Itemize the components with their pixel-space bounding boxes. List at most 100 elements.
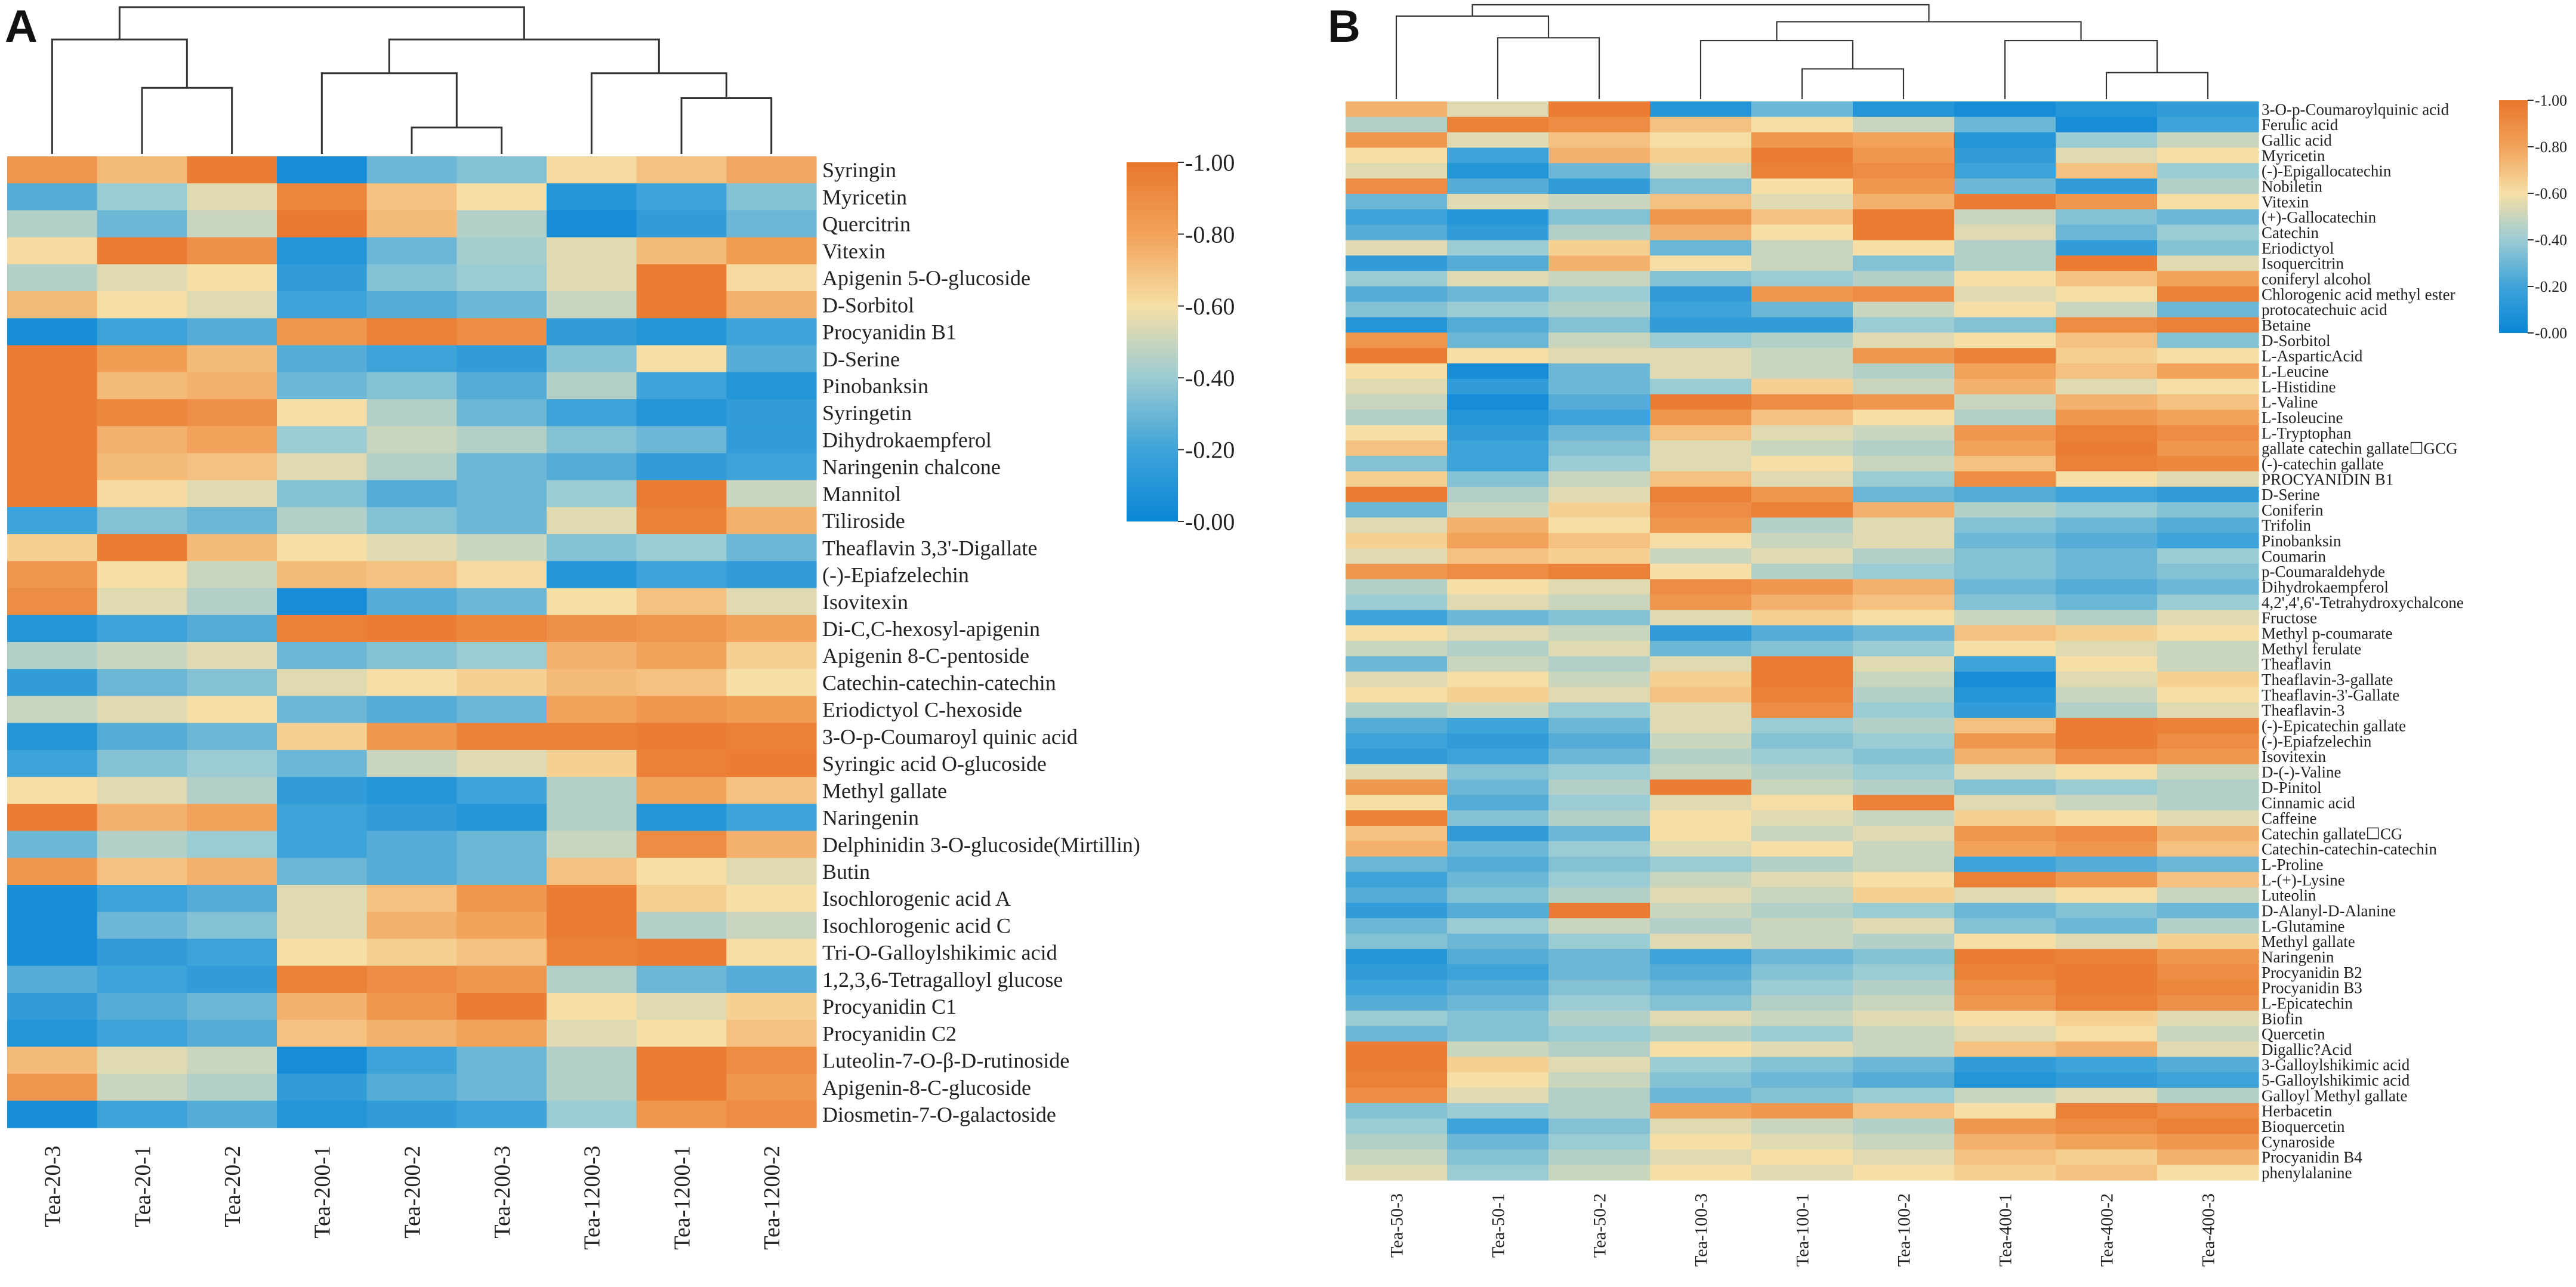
heatmap-b-col-label: Tea-50-1	[1489, 1193, 1508, 1258]
heatmap-a-cell	[277, 480, 368, 508]
heatmap-b-cell	[1548, 641, 1651, 657]
heatmap-b-cell	[1650, 1041, 1752, 1057]
heatmap-b-cell	[2056, 671, 2158, 688]
heatmap-a-cell	[187, 1100, 277, 1128]
heatmap-b-cell	[1548, 1072, 1651, 1088]
dendrogram-b-branch	[1699, 39, 1854, 99]
heatmap-b-cell	[1447, 224, 1549, 241]
heatmap-a-row-label: Diosmetin-7-O-galactoside	[822, 1103, 1056, 1126]
heatmap-b-cell	[1954, 116, 2056, 133]
heatmap-a-cell	[636, 912, 727, 940]
heatmap-b-cell	[1548, 748, 1651, 765]
heatmap-b-cell	[1447, 1072, 1549, 1088]
heatmap-a-cell	[366, 345, 457, 373]
heatmap-a-cell	[636, 642, 727, 669]
heatmap-b-cell	[1548, 378, 1651, 395]
heatmap-a-cell	[97, 210, 187, 238]
heatmap-b-row-label: Cynaroside	[2262, 1133, 2335, 1151]
heatmap-b-cell	[1751, 733, 1853, 749]
heatmap-b-cell	[1751, 486, 1853, 503]
heatmap-b-cell	[1751, 810, 1853, 826]
heatmap-b-cell	[1346, 779, 1448, 795]
heatmap-b-cell	[1346, 594, 1448, 610]
heatmap-b-cell	[1751, 240, 1853, 256]
heatmap-a-row-label: Syringetin	[822, 401, 912, 425]
heatmap-a-cell	[7, 1020, 98, 1047]
heatmap-b-cell	[1954, 486, 2056, 503]
heatmap-b-cell	[1650, 301, 1752, 318]
heatmap-b-cell	[1447, 1041, 1549, 1057]
heatmap-b-cell	[1447, 1118, 1549, 1135]
heatmap-b-cell	[2157, 1010, 2259, 1027]
heatmap-a-row-label: Tri-O-Galloylshikimic acid	[822, 941, 1057, 965]
heatmap-b-cell	[2056, 733, 2158, 749]
heatmap-b-cell	[1853, 301, 1955, 318]
heatmap-b-cell	[2056, 563, 2158, 580]
heatmap-b-cell	[2056, 1134, 2158, 1150]
heatmap-b-cell	[1954, 1165, 2056, 1181]
heatmap-b-cell	[2157, 980, 2259, 996]
heatmap-a-cell	[636, 885, 727, 912]
heatmap-b-cell	[1548, 656, 1651, 672]
heatmap-b-cell	[1954, 1057, 2056, 1073]
heatmap-a-cell	[547, 372, 637, 400]
heatmap-a-cell	[97, 453, 187, 481]
heatmap-b-cell	[1650, 980, 1752, 996]
heatmap-a-row-label: Myricetin	[822, 185, 907, 209]
heatmap-b-cell	[1751, 286, 1853, 303]
heatmap-b-col-label: Tea-100-3	[1692, 1193, 1711, 1267]
heatmap-b-cell	[1447, 178, 1549, 195]
heatmap-b-cell	[1346, 147, 1448, 163]
heatmap-a-cell	[456, 1047, 547, 1075]
heatmap-a-cell	[547, 399, 637, 427]
heatmap-a-cell	[547, 426, 637, 454]
heatmap-b-cell	[1853, 933, 1955, 950]
heatmap-b-cell	[1853, 671, 1955, 688]
heatmap-a-cell	[726, 615, 817, 643]
heatmap-a-cell	[187, 345, 277, 373]
heatmap-b-cell	[1447, 486, 1549, 503]
heatmap-b-row-label: Chlorogenic acid methyl ester	[2262, 285, 2455, 303]
heatmap-a-cell	[456, 264, 547, 292]
heatmap-a-cell	[97, 507, 187, 535]
heatmap-b-cell	[1346, 548, 1448, 564]
heatmap-a-cell	[547, 804, 637, 832]
heatmap-b-cell	[2157, 702, 2259, 718]
heatmap-a-cell	[277, 453, 368, 481]
heatmap-b-cell	[1650, 502, 1752, 518]
heatmap-b-cell	[1346, 748, 1448, 765]
heatmap-b-cell	[1447, 625, 1549, 641]
heatmap-b-cell	[1954, 702, 2056, 718]
heatmap-b-cell	[1447, 286, 1549, 303]
heatmap-b-cell	[2056, 795, 2158, 811]
heatmap-a-cell	[456, 588, 547, 616]
heatmap-b-cell	[2056, 918, 2158, 934]
heatmap-b-cell	[1954, 841, 2056, 857]
heatmap-b-cell	[1751, 795, 1853, 811]
heatmap-b-row-label: L-AsparticAcid	[2262, 347, 2363, 365]
heatmap-b-cell	[1650, 240, 1752, 256]
heatmap-b-cell	[2157, 779, 2259, 795]
heatmap-b-cell	[1751, 548, 1853, 564]
heatmap-b-cell	[1954, 1010, 2056, 1027]
heatmap-a-cell	[456, 912, 547, 940]
heatmap-a-cell	[187, 642, 277, 669]
heatmap-b-cell	[1548, 718, 1651, 734]
heatmap-b-cell	[2056, 656, 2158, 672]
heatmap-b-row-label: L-Epicatechin	[2262, 994, 2353, 1012]
heatmap-b-cell	[2056, 641, 2158, 657]
heatmap-a-row-label: Catechin-catechin-catechin	[822, 671, 1056, 695]
heatmap-b-row-label: Betaine	[2262, 316, 2310, 334]
heatmap-b-cell	[1346, 1057, 1448, 1073]
heatmap-b-row-label: Biofin	[2262, 1010, 2303, 1027]
heatmap-b-cell	[1447, 1149, 1549, 1165]
heatmap-a-cell	[366, 318, 457, 346]
heatmap-a-cell	[547, 210, 637, 238]
heatmap-b-cell	[1650, 995, 1752, 1011]
heatmap-a-cell	[277, 723, 368, 751]
heatmap-b-cell	[2157, 1118, 2259, 1135]
heatmap-b-cell	[2157, 101, 2259, 118]
heatmap-b-cell	[2157, 363, 2259, 379]
heatmap-b-cell	[2157, 132, 2259, 149]
heatmap-a-row-label: Tiliroside	[822, 509, 905, 533]
